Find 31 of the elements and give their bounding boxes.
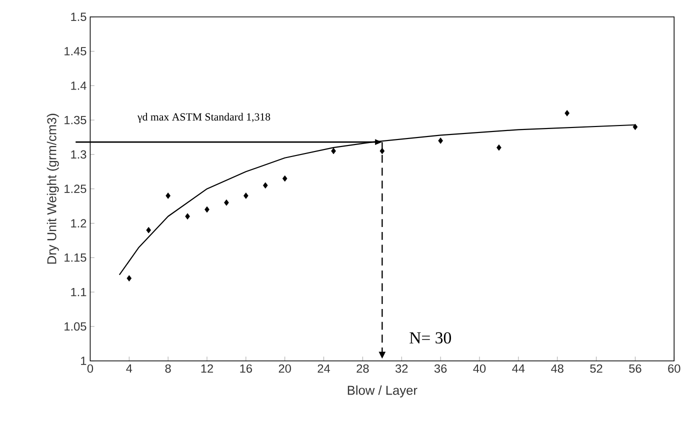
x-tick-label: 32: [395, 364, 408, 373]
y-tick-label: 1.35: [64, 116, 86, 124]
x-tick-label: 4: [126, 364, 132, 372]
x-tick-label: 28: [356, 364, 369, 373]
y-tick-label: 1.45: [64, 47, 86, 56]
x-tick-label: 12: [201, 364, 213, 373]
y-tick-label: 1: [81, 356, 86, 365]
x-tick-label: 40: [473, 364, 486, 373]
x-axis-title: Blow / Layer: [348, 385, 418, 398]
y-tick-label: 1.4: [71, 81, 86, 90]
x-tick-label: 8: [165, 364, 171, 373]
y-tick-label: 1.5: [71, 12, 86, 21]
y-tick-label: 1.1: [71, 288, 86, 296]
x-tick-label: 36: [434, 364, 447, 373]
x-tick-label: 24: [318, 364, 330, 373]
y-tick-label: 1.15: [64, 253, 86, 262]
x-tick-label: 48: [551, 364, 564, 373]
ref-line-label: γd max ASTM Standard 1,318: [137, 112, 270, 123]
x-tick-label: 20: [278, 364, 291, 373]
ref-line-label: N= 30: [410, 332, 452, 344]
y-tick-label: 1.3: [71, 150, 86, 159]
x-tick-label: 16: [240, 364, 252, 373]
x-tick-label: 44: [512, 364, 525, 372]
x-tick-label: 60: [668, 364, 680, 373]
y-tick-label: 1.25: [64, 184, 86, 193]
x-tick-label: 0: [87, 364, 94, 373]
x-tick-label: 56: [629, 364, 642, 373]
y-tick-label: 1.05: [64, 322, 86, 331]
y-tick-label: 1.2: [71, 219, 86, 228]
y-axis-title: Dry Unit Weight (grm/cm3): [46, 114, 59, 264]
x-tick-label: 52: [590, 364, 602, 373]
